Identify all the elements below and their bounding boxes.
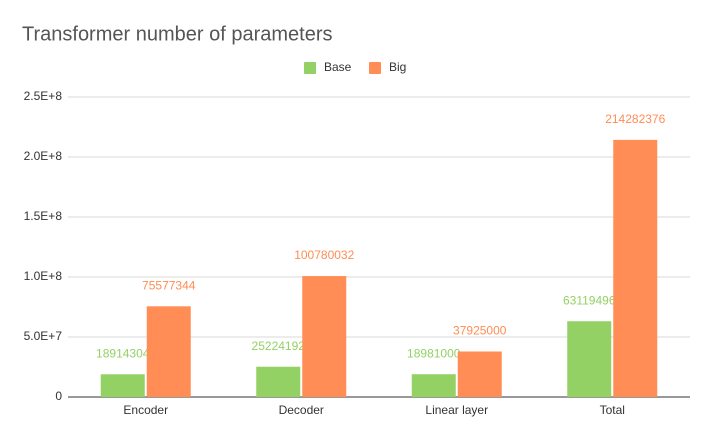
y-tick-label: 5.0E+7 <box>24 329 63 343</box>
chart-title: Transformer number of parameters <box>22 23 332 45</box>
data-label: 18981000 <box>407 346 461 360</box>
bar <box>457 351 502 397</box>
x-tick-label: Decoder <box>279 403 324 417</box>
y-tick-label: 2.0E+8 <box>24 149 63 163</box>
x-tick-label: Linear layer <box>425 403 488 417</box>
data-label: 37925000 <box>453 324 507 338</box>
bar <box>613 139 658 397</box>
legend-label: Big <box>389 60 406 74</box>
bar <box>302 276 347 397</box>
data-label: 18914304 <box>96 346 150 360</box>
data-label: 25224192 <box>252 339 306 353</box>
data-label: 75577344 <box>142 278 196 292</box>
legend-swatch <box>304 62 316 74</box>
legend-label: Base <box>324 60 352 74</box>
x-tick-label: Total <box>600 403 625 417</box>
y-tick-label: 1.0E+8 <box>24 269 63 283</box>
y-tick-label: 0 <box>55 389 62 403</box>
legend-swatch <box>369 62 381 74</box>
bar <box>411 374 456 397</box>
data-label: 214282376 <box>605 112 665 126</box>
bar <box>256 366 301 397</box>
data-label: 100780032 <box>294 248 354 262</box>
data-label: 63119496 <box>563 293 616 307</box>
bar <box>567 321 612 397</box>
x-tick-label: Encoder <box>123 403 168 417</box>
bar <box>146 306 191 397</box>
bar <box>100 374 145 397</box>
y-tick-label: 2.5E+8 <box>24 89 63 103</box>
y-tick-label: 1.5E+8 <box>24 209 63 223</box>
